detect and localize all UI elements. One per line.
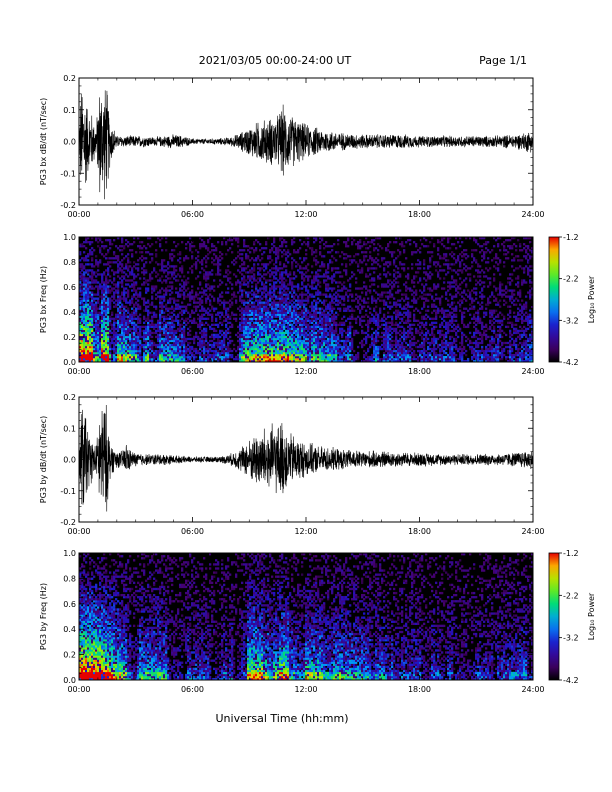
x-tick-label: 06:00 (181, 367, 204, 376)
y-tick-label: 0.2 (63, 651, 76, 660)
x-tick-label: 24:00 (521, 367, 544, 376)
colorbar-tick-label: -2.2 (563, 275, 579, 284)
x-tick-label: 00:00 (67, 367, 90, 376)
y-tick-label: 0.6 (63, 283, 76, 292)
x-tick-label: 06:00 (181, 210, 204, 219)
x-axis-label: Universal Time (hh:mm) (216, 712, 349, 725)
x-tick-label: 24:00 (521, 210, 544, 219)
colorbar-tick-label: -4.2 (563, 676, 579, 685)
y-tick-label: -0.1 (60, 487, 76, 496)
x-tick-label: 12:00 (294, 527, 317, 536)
y-tick-label: 1.0 (63, 233, 76, 242)
y-tick-label: 0.0 (63, 456, 76, 465)
y-tick-label: 0.4 (63, 308, 76, 317)
x-tick-label: 00:00 (67, 685, 90, 694)
y-tick-label: 0.1 (63, 424, 76, 433)
bx-spectrogram-panel: -1.2 -2.2 -3.2 -4.2 Log₁₀ Power 0.0 0.2 0.4 0.6 0… (39, 233, 596, 376)
x-tick-label: 06:00 (181, 527, 204, 536)
y-tick-label: 0.2 (63, 393, 76, 402)
x-tick-label: 18:00 (408, 210, 431, 219)
colorbar-tick-label: -2.2 (563, 591, 579, 600)
page-number: Page 1/1 (479, 54, 527, 67)
x-tick-label: 18:00 (408, 527, 431, 536)
colorbar-tick-label: -3.2 (563, 634, 579, 643)
colorbar-tick-label: -1.2 (563, 549, 579, 558)
y-tick-label: 0.4 (63, 625, 76, 634)
colorbar-label: Log₁₀ Power (587, 275, 596, 323)
x-tick-label: 18:00 (408, 367, 431, 376)
y-tick-label: 0.8 (63, 258, 76, 267)
y-axis-label: PG3 bx Freq (Hz) (39, 266, 48, 333)
y-axis-label: PG3 by dB/dt (nT/sec) (39, 416, 48, 503)
date-range-title: 2021/03/05 00:00-24:00 UT (199, 54, 352, 67)
x-tick-label: 24:00 (521, 685, 544, 694)
y-tick-label: 0.0 (63, 138, 76, 147)
series-line (79, 404, 533, 512)
y-tick-label: 0.0 (63, 676, 76, 685)
x-tick-label: 12:00 (294, 210, 317, 219)
colorbar-label: Log₁₀ Power (587, 592, 596, 640)
x-tick-label: 00:00 (67, 527, 90, 536)
colorbar-tick-label: -4.2 (563, 358, 579, 367)
y-tick-label: 0.1 (63, 106, 76, 115)
y-tick-label: -0.2 (60, 201, 76, 210)
series-line (79, 90, 533, 200)
by-dbdt-panel: -0.2 -0.1 0.0 0.1 0.2 00:00 06:00 12:00 18:00 24:… (39, 393, 545, 536)
x-tick-label: 18:00 (408, 685, 431, 694)
x-tick-label: 00:00 (67, 210, 90, 219)
spectrogram-cells (79, 237, 534, 363)
colorbar-tick-label: -1.2 (563, 233, 579, 242)
y-tick-label: -0.2 (60, 518, 76, 527)
y-tick-label: 0.2 (63, 74, 76, 83)
y-tick-label: 0.6 (63, 600, 76, 609)
x-tick-label: 12:00 (294, 685, 317, 694)
by-spectrogram-panel: -1.2 -2.2 -3.2 -4.2 Log₁₀ Power 0.0 0.2 0.4 0.6 0… (39, 549, 596, 694)
y-axis-label: PG3 by Freq (Hz) (39, 583, 48, 650)
y-tick-label: 1.0 (63, 549, 76, 558)
y-axis-label: PG3 bx dB/dt (nT/sec) (39, 98, 48, 185)
x-tick-label: 06:00 (181, 685, 204, 694)
colorbar (548, 552, 560, 681)
x-tick-label: 24:00 (521, 527, 544, 536)
y-tick-label: -0.1 (60, 169, 76, 178)
bx-dbdt-panel: -0.2 -0.1 0.0 0.1 0.2 00:00 06:00 12:00 18:00 24:… (39, 74, 545, 219)
y-tick-label: 0.2 (63, 333, 76, 342)
spectrogram-cells (79, 553, 534, 681)
colorbar-tick-label: -3.2 (563, 316, 579, 325)
x-tick-label: 12:00 (294, 367, 317, 376)
y-tick-label: 0.0 (63, 358, 76, 367)
colorbar (548, 236, 560, 363)
y-tick-label: 0.8 (63, 574, 76, 583)
